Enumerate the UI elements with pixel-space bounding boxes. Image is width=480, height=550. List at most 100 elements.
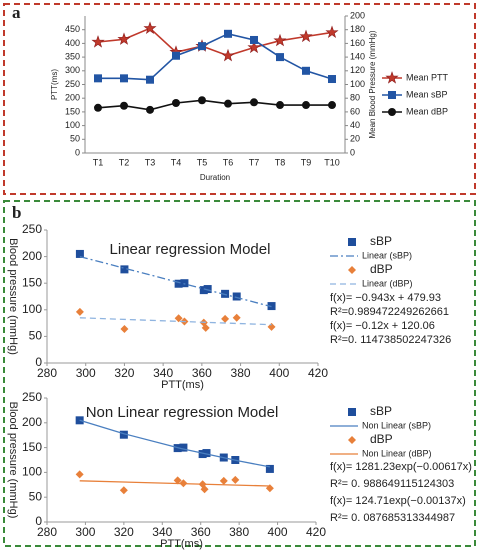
x-tick-label: 420 [308, 366, 328, 380]
y2-tick-label: 40 [350, 120, 360, 130]
marker [276, 101, 284, 110]
x-tick-label: 400 [268, 525, 288, 539]
y-tick-label: 450 [65, 24, 80, 34]
marker [224, 99, 232, 108]
y-tick-label: 200 [65, 93, 80, 103]
marker [146, 105, 154, 114]
marker [348, 436, 356, 444]
trend-line [79, 255, 272, 308]
x-tick-label: 300 [75, 525, 95, 539]
trend-line [79, 317, 272, 326]
y-tick-label: 0 [35, 355, 42, 369]
marker [219, 476, 228, 485]
y-tick-label: 250 [22, 222, 42, 236]
y-tick-label: 150 [65, 106, 80, 116]
legend-label: dBP [370, 262, 393, 276]
x-tick-label: 320 [114, 525, 134, 539]
marker [328, 101, 336, 110]
marker [250, 98, 258, 107]
marker [221, 314, 230, 323]
y-tick-label: 100 [22, 465, 42, 479]
legend-label: sBP [370, 234, 392, 248]
y2-tick-label: 80 [350, 93, 360, 103]
x-tick-label: 340 [152, 525, 172, 539]
marker [119, 486, 128, 495]
legend-label: sBP [370, 404, 392, 418]
marker [232, 292, 241, 301]
marker [198, 96, 206, 105]
legend-label: dBP [370, 432, 393, 446]
marker [120, 101, 128, 110]
marker [388, 91, 396, 99]
x-tick-label: T8 [275, 157, 286, 167]
panel-label: a [12, 3, 21, 22]
marker [117, 32, 131, 45]
annotation: R²=0.989472249262661 [330, 306, 449, 318]
y2-tick-label: 120 [350, 65, 365, 75]
marker [120, 265, 129, 274]
x-tick-label: 300 [76, 366, 96, 380]
y-axis-label: Blood pressure (mmHg) [7, 238, 19, 355]
marker [232, 313, 241, 322]
y2-tick-label: 100 [350, 79, 365, 89]
legend-label: Non Linear (sBP) [362, 420, 431, 430]
marker [202, 449, 211, 458]
marker [388, 108, 396, 116]
y2-tick-label: 20 [350, 134, 360, 144]
x-tick-label: 380 [231, 366, 251, 380]
marker [267, 322, 276, 331]
marker [247, 40, 261, 54]
marker [75, 307, 84, 316]
y-tick-label: 150 [22, 440, 42, 454]
marker [143, 21, 157, 34]
legend-label: Non Linear (dBP) [362, 448, 432, 458]
y-tick-label: 0 [35, 514, 42, 528]
y-tick-label: 100 [65, 120, 80, 130]
marker [328, 75, 336, 84]
annotation: f(x)= −0.12x + 120.06 [330, 320, 435, 332]
x-tick-label: T9 [301, 157, 312, 167]
marker [172, 51, 180, 60]
x-tick-label: 280 [37, 366, 57, 380]
marker [231, 475, 240, 484]
series-line [97, 27, 333, 57]
x-axis-label: PTT(ms) [160, 538, 203, 550]
annotation: f(x)= −0.943x + 479.93 [330, 292, 441, 304]
marker [174, 279, 183, 288]
x-tick-label: T2 [119, 157, 130, 167]
y2-tick-label: 0 [350, 147, 355, 157]
x-tick-label: T3 [145, 157, 156, 167]
legend-label: Mean dBP [406, 106, 448, 116]
marker [250, 35, 258, 44]
marker [94, 103, 102, 112]
y2-tick-label: 60 [350, 106, 360, 116]
marker [224, 29, 232, 38]
x-tick-label: T1 [93, 157, 104, 167]
marker [221, 48, 235, 62]
y2-tick-label: 180 [350, 24, 365, 34]
marker [119, 430, 128, 439]
y-tick-label: 250 [65, 79, 80, 89]
marker [120, 74, 128, 83]
panel-a-frame [3, 3, 476, 195]
y-axis-label: PTT(ms) [50, 69, 59, 100]
legend-label: Linear (sBP) [362, 250, 412, 260]
series-line [98, 32, 333, 81]
marker [198, 42, 206, 51]
y2-tick-label: 140 [350, 51, 365, 61]
series-line [97, 99, 332, 111]
trend-line [79, 419, 271, 468]
legend-label: Mean PTT [406, 72, 449, 82]
marker [302, 66, 310, 75]
marker [299, 29, 313, 43]
trend-line [79, 480, 270, 487]
marker [201, 323, 210, 332]
marker [120, 324, 129, 333]
x-tick-label: 380 [229, 525, 249, 539]
x-axis-label: Duration [200, 173, 230, 182]
marker [91, 35, 105, 48]
x-tick-label: 280 [37, 525, 57, 539]
marker [75, 416, 84, 425]
annotation: R²= 0. 087685313344987 [330, 512, 455, 524]
x-tick-label: 360 [192, 366, 212, 380]
